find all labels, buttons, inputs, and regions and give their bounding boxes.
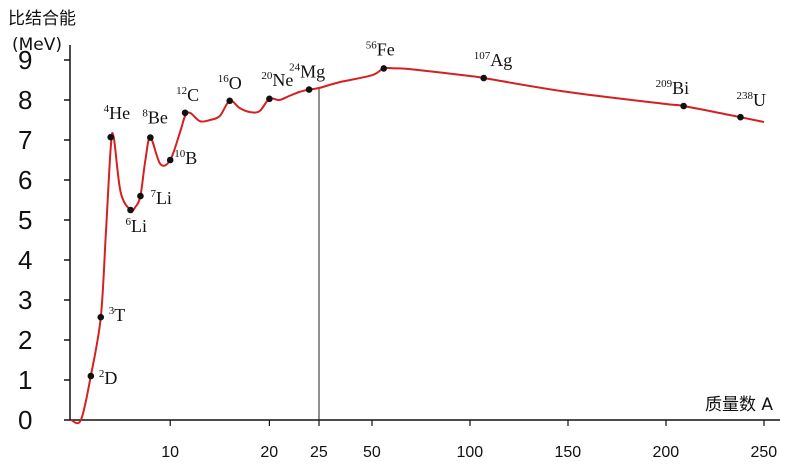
y-tick-label: 6 [18,165,32,195]
nuclide-label: 107Ag [474,50,512,70]
mass-number: 209 [656,78,673,90]
x-axis-label: 质量数 A [705,395,773,415]
y-tick-label: 0 [18,405,32,435]
y-tick-label: 3 [18,285,32,315]
nuclide-point [226,97,234,105]
x-tick-label: 250 [751,444,778,461]
element-symbol: Fe [377,39,395,59]
y-tick-label: 7 [18,125,32,155]
y-tick-label: 9 [18,45,32,75]
x-ticks: 10 20 25 50 100 150 200 250 [161,420,777,461]
mass-number: 16 [218,73,230,85]
element-symbol: B [185,148,197,168]
nuclide-point [166,156,174,164]
element-symbol: He [109,103,130,123]
nuclide-point [380,65,388,72]
nuclide-point [737,113,744,121]
nuclide-label: 56Fe [366,39,395,59]
element-symbol: Li [156,188,172,208]
nuclide-label: 7Li [150,188,172,208]
nuclide-point [97,313,105,321]
element-symbol: C [187,85,199,105]
y-axis-label-line1: 比结合能 [8,9,76,29]
nuclide-label: 20Ne [261,70,293,90]
element-symbol: U [753,90,766,110]
nuclide-label: 12C [176,85,199,105]
x-tick-label: 10 [161,444,179,461]
y-tick-label: 4 [18,245,32,275]
element-symbol: T [114,305,125,325]
nuclide-point [107,133,114,141]
element-symbol: Be [148,108,168,128]
mass-number: 12 [176,85,187,97]
mass-number: 238 [736,90,753,102]
mass-number: 8 [142,108,148,120]
nuclide-point [305,86,313,93]
nuclide-label: 24Mg [289,62,325,82]
element-symbol: Ne [272,70,293,90]
mass-number: 3 [109,305,115,317]
element-symbol: Mg [300,62,325,82]
nuclide-label: 3T [109,305,126,325]
y-ticks: 0 1 2 3 4 5 6 7 8 9 [18,45,70,435]
element-symbol: D [104,368,117,388]
x-tick-label: 50 [363,444,381,461]
mass-number: 6 [126,216,132,228]
nuclide-label: 209Bi [656,78,690,98]
nuclide-points [87,65,744,380]
nuclide-label: 6Li [126,216,147,236]
y-tick-label: 2 [18,325,32,355]
mass-number: 10 [174,148,186,160]
nuclide-point [87,372,95,380]
y-tick-label: 8 [18,85,32,115]
x-tick-label: 100 [457,444,484,461]
mass-number: 20 [261,70,273,82]
mass-number: 4 [104,103,110,115]
x-tick-label: 25 [310,444,328,461]
y-axis-label-line2: (MeV) [12,35,62,55]
x-tick-label: 150 [555,444,582,461]
nuclide-label: 10B [174,148,197,168]
element-symbol: Ag [490,50,512,70]
nuclide-point [680,102,687,110]
x-tick-label: 20 [260,444,278,461]
mass-number: 24 [289,62,301,74]
mass-number: 7 [150,188,156,200]
nuclide-point [480,74,488,82]
nuclide-label: 238U [736,90,766,110]
element-symbol: O [229,73,242,93]
y-tick-label: 1 [18,365,32,395]
nuclide-label: 8Be [142,108,168,128]
nuclide-label: 4He [104,103,130,123]
mass-number: 107 [474,50,491,62]
element-symbol: Bi [672,78,689,98]
y-tick-label: 5 [18,205,32,235]
binding-energy-curve [70,66,765,425]
mass-number: 2 [99,368,105,380]
mass-number: 56 [366,39,378,51]
nuclide-label: 2D [99,368,118,388]
nuclide-point [181,109,189,117]
nuclide-label: 16O [218,73,242,93]
nuclide-point [147,134,154,141]
nuclide-point [127,206,134,214]
x-tick-label: 200 [653,444,680,461]
nuclide-point [137,192,144,200]
element-symbol: Li [131,216,147,236]
nuclide-point [266,95,273,103]
